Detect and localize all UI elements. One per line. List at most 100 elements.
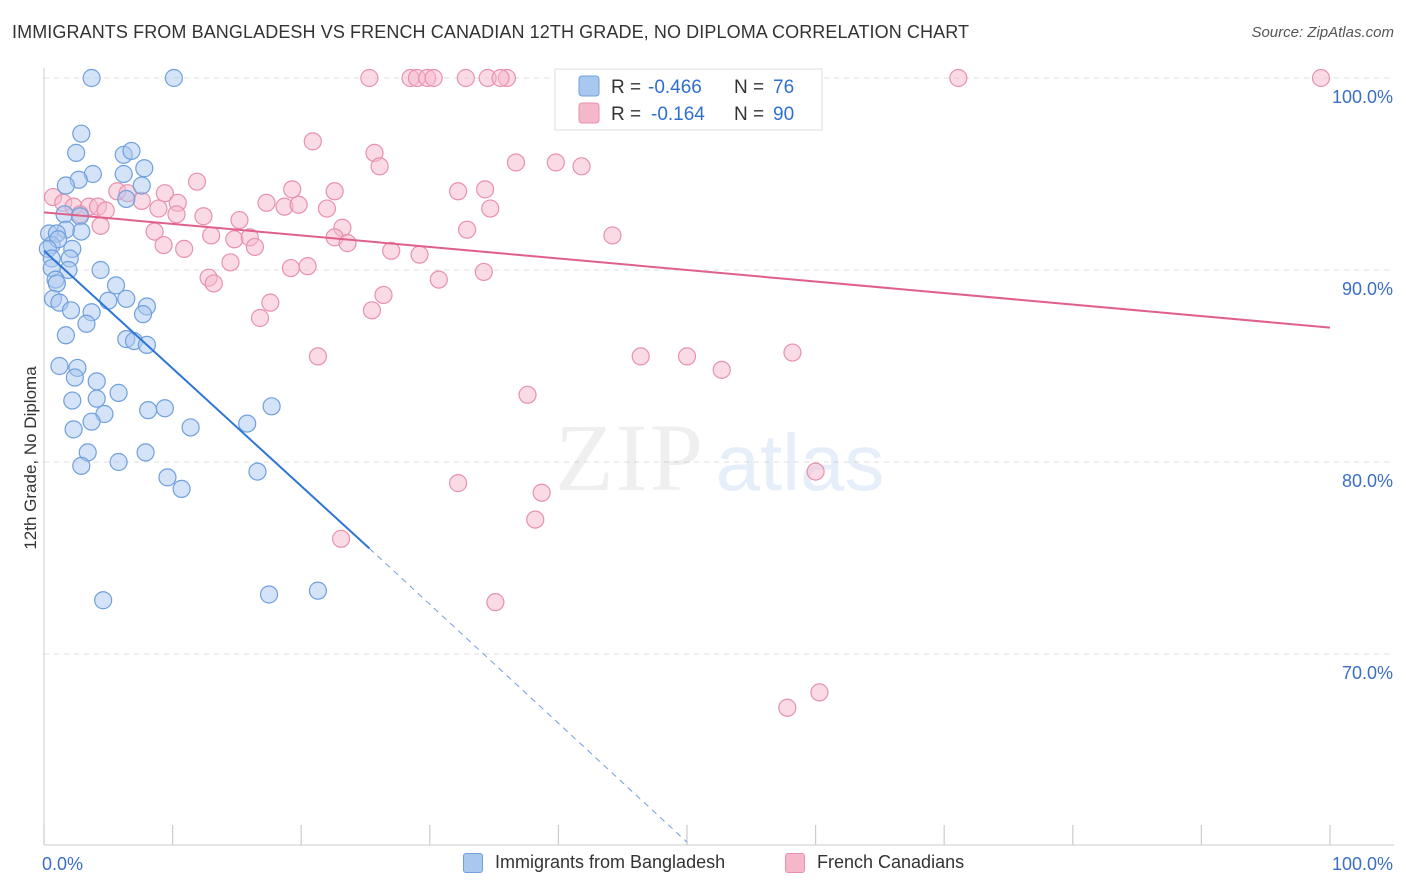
french-canadian-point [370, 157, 389, 176]
french-canadian-point [132, 191, 151, 210]
bangladesh-point [109, 383, 128, 402]
x-tick-label: 0.0% [42, 854, 83, 874]
bangladesh-trend-extension [369, 548, 688, 843]
y-tick-label: 80.0% [1342, 471, 1393, 491]
bangladesh-point [72, 222, 91, 241]
bangladesh-point [67, 143, 86, 162]
legend-label-french-canadians: French Canadians [817, 852, 965, 872]
bangladesh-point [82, 412, 101, 431]
legend-r-value-2: -0.164 [651, 104, 705, 125]
correlation-legend: R = -0.466 N = 76 R = -0.164 N = 90 [554, 68, 823, 131]
source-credit: Source: ZipAtlas.com [1251, 24, 1394, 41]
french-canadian-point [572, 157, 591, 176]
legend-swatch-pink [578, 102, 600, 124]
tick-labels: 70.0% 80.0% 90.0% 100.0% 0.0% 100.0% [42, 87, 1393, 874]
french-canadian-point [221, 253, 240, 272]
french-canadian-point [283, 180, 302, 199]
french-canadian-point [810, 683, 829, 702]
french-canadian-point [546, 153, 565, 172]
axes [43, 68, 1394, 846]
bangladesh-point [109, 452, 128, 472]
french-canadian-point [202, 226, 221, 245]
legend-n-label-1: N = [734, 77, 764, 98]
french-canadian-point [526, 510, 545, 529]
french-canadian-point [360, 68, 379, 88]
bangladesh-point [72, 124, 91, 143]
bangladesh-point [114, 164, 133, 184]
bangladesh-point [47, 274, 66, 293]
bangladesh-point [133, 305, 153, 324]
bangladesh-point [136, 443, 155, 462]
legend-n-label-2: N = [734, 104, 764, 125]
french-canadian-point [230, 210, 249, 230]
french-canadian-point [362, 301, 382, 320]
watermark-atlas: atlas [716, 418, 885, 507]
bangladesh-point [56, 176, 75, 195]
french-canadian-point [289, 195, 308, 214]
legend-swatch-blue [578, 75, 600, 97]
french-canadian-point [481, 199, 500, 218]
y-tick-label: 70.0% [1342, 663, 1393, 683]
french-canadian-point [281, 258, 301, 278]
bangladesh-point [248, 462, 267, 481]
bangladesh-point [238, 414, 257, 433]
grid-lines [44, 77, 1394, 655]
bangladesh-trend-line [43, 250, 371, 550]
bangladesh-points [38, 68, 328, 610]
french-canadian-point [806, 462, 825, 481]
french-canadian-point [456, 68, 475, 88]
bangladesh-point [94, 591, 113, 610]
watermark-zip: ZIP [555, 404, 705, 511]
bangladesh-point [172, 479, 191, 498]
french-canadian-point [338, 234, 357, 253]
french-canadian-point [603, 226, 622, 245]
legend-item-french-canadians[interactable]: French Canadians [785, 852, 964, 873]
legend-item-bangladesh[interactable]: Immigrants from Bangladesh [463, 852, 725, 873]
bangladesh-point [132, 176, 151, 195]
french-canadian-point [303, 132, 322, 151]
french-canadian-point [149, 199, 168, 218]
bangladesh-point [61, 301, 81, 320]
french-canadian-point [187, 172, 207, 191]
french-canadian-point [250, 308, 270, 328]
french-canadian-point [429, 270, 448, 289]
french-canadian-point [448, 182, 468, 201]
legend-swatch-bangladesh [463, 852, 483, 873]
bangladesh-point [106, 276, 126, 295]
bangladesh-point [50, 356, 69, 376]
french-canadian-point [1311, 68, 1331, 88]
x-tick-label: 100.0% [1332, 854, 1393, 874]
bangladesh-point [59, 260, 78, 280]
french-canadian-point [261, 293, 280, 312]
bangladesh-point [122, 141, 141, 161]
bangladesh-point [56, 326, 75, 345]
french-canadians-points [43, 68, 1331, 717]
bangladesh-point [135, 159, 154, 178]
legend-n-value-2: 90 [773, 104, 794, 125]
french-canadian-point [631, 347, 650, 366]
watermark: ZIP atlas [555, 404, 884, 511]
french-canadian-point [486, 593, 505, 612]
french-canadian-point [317, 199, 337, 218]
french-canadian-point [374, 285, 393, 305]
bangladesh-point [87, 372, 106, 391]
french-canadian-point [308, 347, 328, 366]
bangladesh-point [99, 291, 118, 310]
bangladesh-point [262, 397, 281, 416]
french-canadians-trend-line [43, 211, 1331, 329]
french-canadian-point [331, 529, 351, 548]
french-canadian-point [257, 193, 276, 212]
bangladesh-point [87, 389, 106, 408]
bangladesh-point [64, 420, 83, 439]
bangladesh-point [158, 468, 177, 487]
french-canadian-point [677, 347, 697, 366]
bangladesh-point [72, 456, 91, 475]
series-legend: Immigrants from Bangladesh French Canadi… [0, 852, 1406, 876]
french-canadian-point [91, 216, 110, 235]
french-canadian-point [783, 343, 802, 362]
bangladesh-point [117, 289, 136, 308]
french-canadian-point [778, 698, 797, 717]
bangladesh-point [63, 391, 82, 410]
legend-n-value-1: 76 [773, 77, 794, 98]
legend-swatch-french-canadians [785, 852, 805, 873]
